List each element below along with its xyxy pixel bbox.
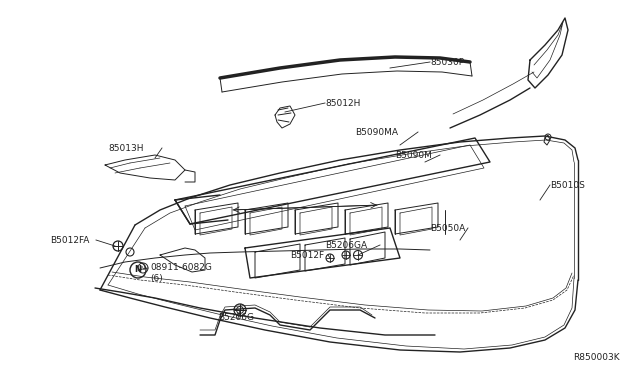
Text: R850003K: R850003K [573,353,620,362]
Text: 85030P: 85030P [430,58,464,67]
Text: 85012H: 85012H [325,99,360,108]
Text: 85013H: 85013H [108,144,143,153]
Text: N: N [141,266,145,270]
Text: B5206GA: B5206GA [325,241,367,250]
Text: B5090M: B5090M [395,151,432,160]
Text: (6): (6) [150,273,163,282]
Text: 08911-6082G: 08911-6082G [150,263,212,273]
Text: B5090MA: B5090MA [355,128,398,137]
Text: B5206G: B5206G [218,314,254,323]
Text: B5012F: B5012F [290,250,324,260]
Text: B5012FA: B5012FA [50,235,90,244]
Text: B5050A: B5050A [430,224,465,232]
Text: B5010S: B5010S [550,180,585,189]
Text: N: N [134,266,141,275]
